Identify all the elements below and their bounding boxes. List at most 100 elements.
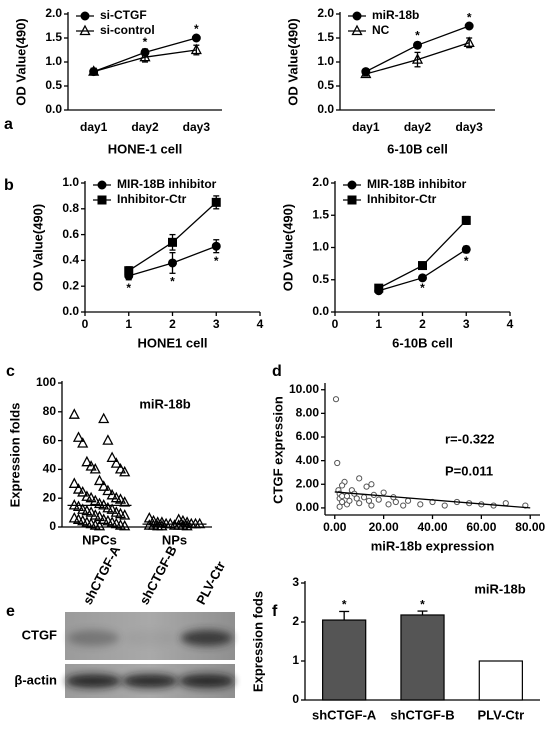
marker — [461, 244, 471, 254]
y-tick-label: 20 — [43, 490, 57, 504]
x-tick-label: 4 — [507, 317, 514, 331]
data-point — [68, 477, 80, 488]
marker — [191, 33, 201, 43]
marker — [168, 237, 177, 247]
legend-label: si-control — [100, 23, 155, 37]
marker — [418, 273, 427, 283]
data-point — [98, 480, 110, 491]
y-tick-label: 1.0 — [45, 54, 62, 68]
panel-letter: e — [6, 603, 15, 620]
x-tick-label: shCTGF-A — [312, 707, 377, 722]
y-tick-label: 2.0 — [317, 6, 334, 20]
data-point — [93, 519, 106, 531]
x-tick-label: 1 — [375, 317, 382, 331]
annotation: * — [126, 281, 131, 295]
y-tick-label: 1.5 — [317, 30, 334, 44]
y-tick-label: 0.0 — [312, 304, 329, 318]
y-axis-label: OD Value(490) — [280, 204, 295, 291]
data-point — [339, 482, 346, 489]
y-tick-label: 8.00 — [296, 406, 320, 420]
y-tick-label: 0.4 — [62, 253, 79, 267]
marker — [88, 65, 100, 76]
x-axis-label: miR-18b expression — [371, 538, 495, 553]
data-point — [98, 412, 110, 424]
data-point — [181, 519, 193, 531]
x-tick-label: NPCs — [82, 532, 117, 547]
x-tick-label: 0 — [82, 317, 89, 331]
annotation: * — [420, 281, 425, 295]
panel-letter: c — [6, 363, 15, 380]
band — [180, 630, 233, 646]
y-tick-label: 100 — [36, 375, 56, 389]
y-tick-label: 1.0 — [317, 54, 334, 68]
data-point — [334, 459, 341, 467]
y-tick-label: 4.00 — [296, 453, 320, 467]
data-point — [375, 496, 382, 503]
marker — [139, 50, 151, 62]
y-tick-label: 0.2 — [62, 278, 79, 292]
y-tick-label: 0.5 — [312, 272, 329, 286]
data-point — [72, 500, 85, 511]
x-tick-label: day3 — [455, 120, 483, 134]
x-axis-label: HONE1 cell — [137, 335, 207, 350]
data-point — [119, 509, 131, 520]
data-point — [106, 451, 118, 463]
marker — [168, 258, 177, 268]
data-point — [404, 497, 412, 504]
annotation: * — [464, 254, 469, 268]
annotation: r=-0.322 — [445, 431, 495, 446]
data-point — [392, 498, 399, 506]
annotation: * — [194, 22, 199, 36]
data-point — [77, 437, 89, 448]
y-axis-label: OD Value(490) — [13, 18, 28, 105]
annotation: * — [342, 598, 347, 612]
legend-marker — [352, 11, 362, 21]
y-tick-label: 3 — [292, 575, 299, 589]
bar — [478, 660, 523, 701]
x-tick-label: 20.00 — [369, 520, 399, 534]
lane-label: PLV-Ctr — [193, 559, 228, 607]
y-tick-label: 1 — [292, 653, 299, 667]
y-tick-label: 2 — [292, 614, 299, 628]
y-tick-label: 0 — [292, 692, 299, 706]
marker — [124, 266, 134, 276]
data-point — [114, 493, 127, 504]
data-point — [356, 475, 363, 482]
data-point — [363, 483, 370, 490]
data-point — [68, 408, 80, 419]
y-axis-label: CTGF expression — [270, 396, 285, 504]
y-axis-label: Expression fods — [250, 591, 265, 692]
data-point — [368, 481, 375, 488]
lane-label: shCTGF-A — [80, 543, 124, 607]
y-tick-label: 2.00 — [296, 476, 320, 490]
data-point — [441, 502, 448, 509]
y-tick-label: 2.0 — [312, 175, 329, 189]
legend-label: MIR-18B inhibitor — [367, 177, 467, 191]
y-tick-label: 0.6 — [62, 227, 79, 241]
annotation: * — [415, 28, 420, 42]
row-label: CTGF — [22, 627, 57, 642]
data-point — [400, 502, 407, 509]
bar — [322, 619, 367, 701]
y-tick-label: 0.8 — [62, 201, 79, 215]
legend-label: Inhibitor-Ctr — [117, 192, 187, 206]
x-axis-label: 6-10B cell — [387, 141, 448, 156]
marker — [413, 40, 422, 50]
band — [124, 630, 176, 646]
annotation: * — [467, 10, 472, 24]
data-point — [385, 501, 392, 508]
data-point — [119, 519, 131, 531]
data-point — [98, 499, 110, 510]
band — [122, 674, 178, 688]
data-point — [72, 483, 85, 494]
x-tick-label: 2 — [169, 317, 176, 331]
marker — [464, 21, 474, 31]
data-point — [102, 434, 114, 445]
x-tick-label: 3 — [213, 317, 220, 331]
legend-label: MIR-18B inhibitor — [117, 177, 217, 191]
data-point — [356, 500, 363, 507]
legend-marker — [351, 24, 363, 36]
x-tick-label: 0 — [332, 317, 339, 331]
y-tick-label: 80 — [43, 404, 57, 418]
